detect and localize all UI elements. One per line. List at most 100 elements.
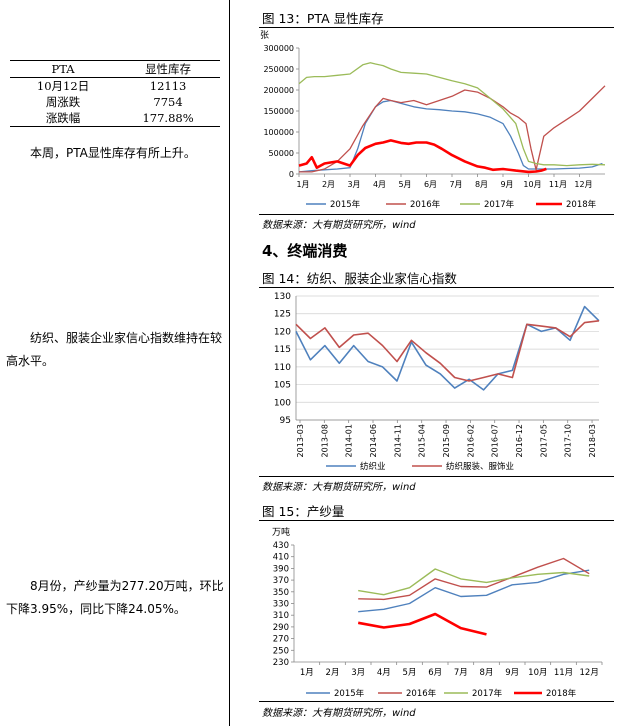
paragraph-confidence-index: 纺织、服装企业家信心指数维持在较高水平。 [6, 331, 223, 368]
legend-label: 纺织业 [360, 461, 386, 472]
y-tick-label: 350 [273, 588, 289, 598]
legend-label: 2016年 [406, 688, 437, 699]
x-tick-label: 2017-05 [539, 424, 548, 457]
chart-fig14: 95 100 105 110 115 120 125 130 2013-03 2013-08 201… [274, 292, 600, 472]
figure-13-title: 图 13：PTA 显性库存 [262, 11, 384, 26]
x-tick-label: 2月 [326, 668, 340, 678]
figure-15-title: 图 15：产纱量 [262, 504, 345, 519]
x-tick-label: 7月 [449, 180, 462, 189]
x-tick-label: 8月 [480, 668, 494, 678]
y-tick-label: 100000 [263, 128, 294, 137]
x-tick-label: 1月 [296, 180, 309, 189]
y-tick-label: 270 [273, 635, 289, 645]
series-line [298, 62, 606, 167]
table-cell: 177.88% [116, 110, 220, 127]
y-tick-label: 390 [273, 564, 289, 574]
y-tick-label: 250000 [263, 65, 294, 74]
column-divider [229, 0, 230, 726]
figure-14-top-rule [259, 287, 614, 288]
series-line [299, 85, 606, 173]
x-tick-label: 2013-03 [296, 424, 305, 457]
paragraph-yarn-output: 8月份，产纱量为277.20万吨，环比下降3.95%，同比下降24.05%。 [6, 579, 224, 616]
table-cell: 10月12日 [36, 79, 90, 93]
figure-14-source: 数据来源：大有期货研究所，wind [262, 482, 416, 493]
x-tick-label: 9月 [500, 180, 513, 189]
x-tick-label: 2016-07 [491, 424, 500, 457]
figure-15-bottom-rule [259, 701, 614, 702]
legend-label: 2015年 [334, 688, 365, 699]
x-tick-label: 4月 [373, 180, 386, 189]
legend-label: 纺织服装、服饰业 [446, 461, 514, 472]
figure-13-source: 数据来源：大有期货研究所，wind [262, 220, 416, 231]
y-tick-label: 290 [273, 623, 289, 633]
y-tick-label: 110 [274, 363, 291, 373]
x-tick-label: 5月 [403, 668, 417, 678]
figure-13-bottom-rule [259, 214, 614, 215]
y-tick-label: 125 [274, 310, 291, 320]
x-tick-label: 12月 [580, 668, 599, 678]
y-tick-label: 115 [274, 345, 291, 355]
y-tick-label: 150000 [263, 107, 294, 116]
x-tick-label: 7月 [454, 668, 468, 678]
x-tick-label: 2016-02 [466, 424, 475, 457]
legend-label: 2018年 [566, 199, 597, 210]
x-tick-label: 9月 [505, 668, 519, 678]
table-row: 10月12日 12113 [10, 78, 220, 95]
table-row: 涨跌幅 177.88% [10, 110, 220, 127]
x-tick-label: 11月 [554, 668, 573, 678]
y-tick-label: 200000 [263, 86, 294, 95]
x-tick-label: 2月 [322, 180, 335, 189]
x-tick-label: 2014-01 [345, 424, 354, 457]
y-tick-label: 250 [273, 646, 289, 656]
y-tick-label: 300000 [263, 44, 294, 53]
table-header-cell: PTA [10, 60, 117, 78]
x-tick-label: 2015-04 [418, 424, 427, 457]
x-tick-label: 1月 [300, 668, 314, 678]
x-tick-label: 3月 [351, 668, 365, 678]
x-tick-label: 2014-06 [369, 424, 378, 457]
x-tick-label: 2014-11 [393, 424, 402, 457]
x-tick-label: 3月 [347, 180, 360, 189]
series-line [358, 568, 590, 596]
y-axis-label: 张 [260, 30, 269, 41]
figure-15-source: 数据来源：大有期货研究所，wind [262, 708, 416, 719]
x-tick-label: 12月 [574, 180, 592, 189]
figure-14-title: 图 14：纺织、服装企业家信心指数 [262, 271, 457, 286]
table-header-row: PTA 显性库存 [10, 60, 220, 78]
y-tick-label: 0 [289, 170, 294, 179]
legend-label: 2017年 [472, 688, 503, 699]
table-cell: 涨跌幅 [10, 110, 117, 127]
table-cell: 12113 [149, 79, 187, 93]
x-tick-label: 11月 [549, 180, 567, 189]
x-tick-label: 2017-10 [564, 424, 573, 457]
table-header-cell: 显性库存 [116, 60, 220, 78]
x-tick-label: 6月 [424, 180, 437, 189]
x-tick-label: 8月 [475, 180, 488, 189]
x-tick-label: 10月 [523, 180, 541, 189]
y-tick-label: 310 [273, 611, 289, 621]
pta-inventory-table: PTA 显性库存 10月12日 12113 周涨跌 7754 涨跌幅 177.8… [10, 60, 220, 127]
series-line [358, 569, 590, 613]
series-line [298, 139, 547, 174]
x-tick-label: 6月 [428, 668, 442, 678]
series-line [295, 305, 600, 391]
table-cell: 7754 [153, 95, 183, 109]
table-row: 周涨跌 7754 [10, 94, 220, 110]
y-tick-label: 230 [273, 658, 289, 668]
figure-15-top-rule [259, 520, 614, 521]
table-cell: 周涨跌 [45, 95, 81, 109]
section-heading: 4、终端消费 [262, 242, 348, 260]
x-tick-label: 2016-12 [515, 424, 524, 457]
x-tick-label: 10月 [528, 668, 547, 678]
y-tick-label: 120 [274, 327, 291, 337]
y-tick-label: 330 [273, 600, 289, 610]
legend-label: 2016年 [410, 199, 441, 210]
y-tick-label: 410 [273, 553, 289, 563]
y-tick-label: 100 [274, 398, 291, 408]
series-line [358, 557, 590, 601]
y-tick-label: 50000 [269, 149, 294, 158]
x-tick-label: 2018-03 [588, 424, 597, 457]
x-tick-label: 4月 [377, 668, 391, 678]
legend-label: 2015年 [330, 199, 361, 210]
